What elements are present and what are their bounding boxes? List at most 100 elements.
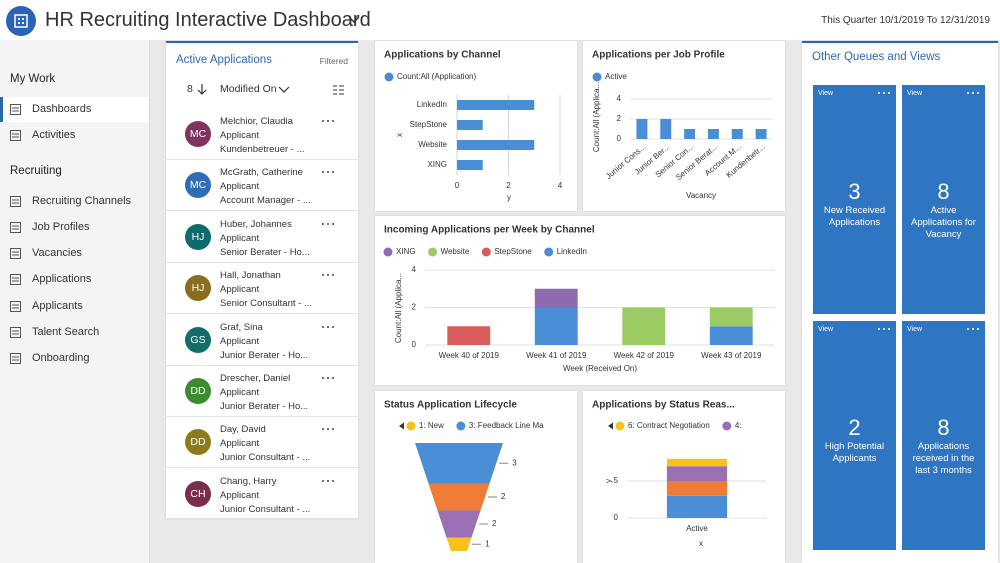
app-logo[interactable] xyxy=(6,6,36,36)
y-tick-label: 0 xyxy=(614,513,619,522)
tile-view-link[interactable]: View xyxy=(818,326,834,333)
funnel-segment[interactable] xyxy=(428,483,490,511)
legend-marker xyxy=(615,421,625,431)
funnel-segment[interactable] xyxy=(415,443,503,484)
legend-label: 3: Feedback Line Ma xyxy=(469,421,544,430)
bar[interactable] xyxy=(660,119,672,139)
row-more-button[interactable] xyxy=(321,222,335,226)
nav-item[interactable]: Applicants xyxy=(0,294,149,319)
record-count[interactable]: 8 xyxy=(187,83,193,95)
nav-item[interactable]: Applications xyxy=(0,267,149,292)
tile-more-button[interactable] xyxy=(966,91,980,95)
nav-item[interactable]: Onboarding xyxy=(0,346,149,371)
row-more-button[interactable] xyxy=(321,119,335,123)
queue-tile[interactable]: View 8 Applications received in the last 3… xyxy=(902,321,985,550)
chart-title: Applications per Job Profile xyxy=(592,50,725,61)
applicant-role: Applicant xyxy=(220,387,260,398)
tile-view-link[interactable]: View xyxy=(818,90,834,97)
bar-segment[interactable] xyxy=(709,326,753,345)
tile-more-button[interactable] xyxy=(877,327,891,331)
title-dropdown[interactable] xyxy=(348,15,360,25)
queue-tile[interactable]: View 8 Active Applications for Vacancy xyxy=(902,85,985,314)
header: HR Recruiting Interactive Dashboard This… xyxy=(0,0,1000,40)
bar-segment[interactable] xyxy=(534,307,578,346)
nav-item-label: Activities xyxy=(32,128,76,141)
y-tick-label: 2 xyxy=(617,114,622,123)
tile-count: 3 xyxy=(848,179,861,204)
legend-scroll-left[interactable] xyxy=(399,422,404,430)
tile-more-button[interactable] xyxy=(966,327,980,331)
application-row[interactable]: MC McGrath, Catherine Applicant Account Man… xyxy=(166,160,358,212)
applicant-detail: Account Manager - ... xyxy=(220,195,311,207)
bar[interactable] xyxy=(707,129,719,139)
nav-item-label: Dashboards xyxy=(32,102,92,115)
tile-more-button[interactable] xyxy=(877,91,891,95)
row-more-button[interactable] xyxy=(321,479,335,483)
application-row[interactable]: HJ Huber, Johannes Applicant Senior Berater… xyxy=(166,212,358,263)
row-more-button[interactable] xyxy=(321,376,335,380)
funnel-segment[interactable] xyxy=(446,537,472,552)
x-tick-label: Week 40 of 2019 xyxy=(439,351,500,360)
bar-segment[interactable] xyxy=(447,326,491,345)
bar[interactable] xyxy=(457,140,535,150)
application-row[interactable]: DD Day, David Applicant Junior Consultant -… xyxy=(166,417,358,469)
bar[interactable] xyxy=(684,129,696,139)
funnel-segment[interactable] xyxy=(437,510,481,538)
applicant-role: Applicant xyxy=(220,181,260,193)
bar-segment[interactable] xyxy=(666,466,728,481)
nav-item[interactable]: Recruiting Channels xyxy=(0,189,149,214)
applicant-role: Applicant xyxy=(220,438,260,450)
application-row[interactable]: DD Drescher, Daniel Applicant Junior Berate… xyxy=(166,366,358,417)
avatar: HJ xyxy=(185,275,211,302)
legend-marker xyxy=(383,247,393,257)
legend-label: LinkedIn xyxy=(557,247,587,256)
nav-item[interactable]: Activities xyxy=(0,123,149,148)
sort-arrow[interactable] xyxy=(197,83,207,96)
application-row[interactable]: HJ Hall, Jonathan Applicant Senior Consulta… xyxy=(166,263,358,315)
application-row[interactable]: CH Chang, Harry Applicant Junior Consultant… xyxy=(166,469,358,520)
y-tick-label: LinkedIn xyxy=(417,100,447,109)
bar[interactable] xyxy=(731,129,743,139)
avatar: MC xyxy=(185,172,211,199)
bar-segment[interactable] xyxy=(534,288,578,308)
tile-view-link[interactable]: View xyxy=(907,326,923,333)
nav-item[interactable]: Dashboards xyxy=(0,96,149,122)
bar[interactable] xyxy=(457,100,535,110)
bar[interactable] xyxy=(457,120,483,130)
row-more-button[interactable] xyxy=(321,325,335,329)
view-options[interactable] xyxy=(332,84,345,96)
queue-tile[interactable]: View 2 High Potential Applicants xyxy=(813,321,896,550)
bar-segment[interactable] xyxy=(666,481,728,496)
row-more-button[interactable] xyxy=(321,170,335,174)
nav-item-label: Onboarding xyxy=(32,352,90,365)
bar-segment[interactable] xyxy=(666,458,728,467)
legend-marker xyxy=(544,247,554,257)
sort-field[interactable]: Modified On xyxy=(220,83,277,95)
data-label: 2 xyxy=(501,492,506,501)
application-row[interactable]: GS Graf, Sina Applicant Junior Berater - Ho… xyxy=(166,315,358,366)
period: This Quarter 10/1/2019 To 12/31/2019 xyxy=(821,15,990,26)
tile-view-link[interactable]: View xyxy=(907,90,923,97)
sort-dropdown[interactable] xyxy=(278,85,290,94)
row-more-button[interactable] xyxy=(321,427,335,431)
applicant-role: Applicant xyxy=(220,284,260,296)
legend-label: XING xyxy=(396,247,416,256)
row-more-button[interactable] xyxy=(321,273,335,277)
avatar: CH xyxy=(185,480,211,507)
application-row[interactable]: MC Melchior, Claudia Applicant Kundenbetreu… xyxy=(166,109,358,160)
chart-title: Applications by Status Reas... xyxy=(592,400,735,411)
bar[interactable] xyxy=(636,119,648,139)
nav-item[interactable]: Job Profiles xyxy=(0,215,149,240)
bar[interactable] xyxy=(457,160,483,170)
bar-segment[interactable] xyxy=(622,307,666,346)
bar[interactable] xyxy=(755,129,767,139)
queue-tile[interactable]: View 3 New Received Applications xyxy=(813,85,896,314)
y-tick-label: 2 xyxy=(412,303,417,312)
legend-scroll-left[interactable] xyxy=(608,422,613,430)
nav-item[interactable]: Talent Search xyxy=(0,320,149,345)
bar-segment[interactable] xyxy=(709,307,753,327)
avatar: GS xyxy=(185,326,211,353)
bar-segment[interactable] xyxy=(666,495,728,518)
nav-item[interactable]: Vacancies xyxy=(0,241,149,266)
chart-card: Incoming Applications per Week by Channe… xyxy=(375,216,785,385)
